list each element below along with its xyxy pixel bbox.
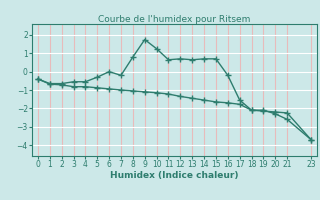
X-axis label: Humidex (Indice chaleur): Humidex (Indice chaleur) (110, 171, 239, 180)
Title: Courbe de l'humidex pour Ritsem: Courbe de l'humidex pour Ritsem (98, 15, 251, 24)
